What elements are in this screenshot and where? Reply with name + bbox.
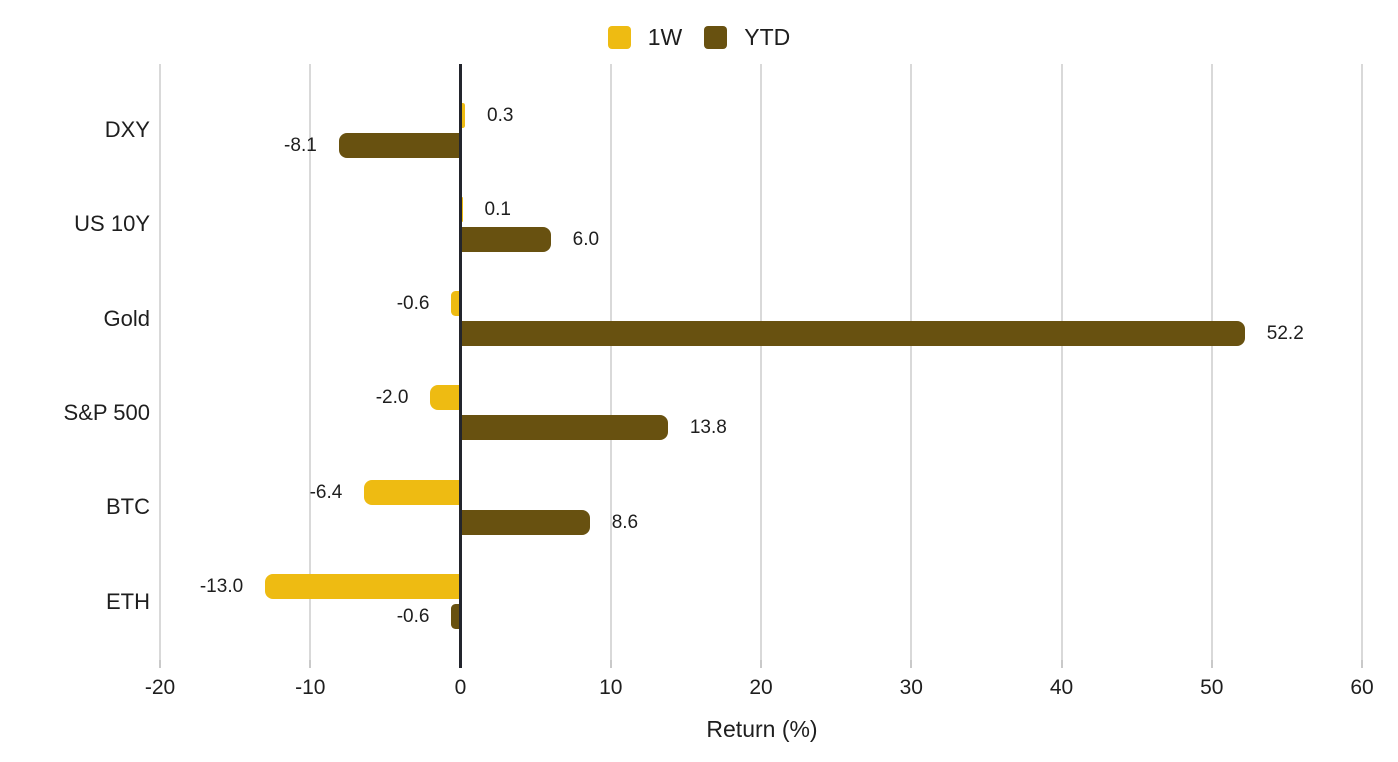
category-label-dxy: DXY bbox=[104, 117, 150, 142]
x-tick-label: 40 bbox=[1049, 676, 1074, 699]
bar-ytd-dxy bbox=[338, 132, 461, 158]
legend-item-ytd: YTD bbox=[704, 24, 790, 51]
x-tick-label: -10 bbox=[295, 676, 326, 699]
value-label-1w-us-10y: 0.1 bbox=[484, 198, 511, 220]
x-tick-mark bbox=[1361, 660, 1363, 668]
category-label-s-p-500: S&P 500 bbox=[63, 399, 150, 425]
bar-1w-gold bbox=[451, 291, 461, 317]
value-label-ytd-btc: 8.6 bbox=[611, 511, 639, 533]
value-label-1w-dxy: 0.3 bbox=[487, 104, 514, 126]
bar-1w-eth bbox=[265, 574, 461, 599]
x-tick-label: -20 bbox=[144, 676, 176, 699]
legend-item-1w: 1W bbox=[607, 24, 683, 51]
bar-ytd-btc bbox=[460, 509, 590, 535]
gridline-40 bbox=[1060, 64, 1063, 660]
bar-1w-s-p-500 bbox=[430, 385, 461, 411]
bar-ytd-s-p-500 bbox=[460, 415, 668, 441]
gridline-60 bbox=[1361, 64, 1363, 660]
x-tick-mark bbox=[1210, 660, 1213, 668]
x-tick-mark bbox=[309, 660, 312, 668]
gridline-50 bbox=[1210, 64, 1213, 660]
legend-swatch-1w-icon bbox=[607, 26, 631, 49]
bar-ytd-gold bbox=[460, 321, 1245, 347]
value-label-1w-eth: -13.0 bbox=[199, 576, 244, 597]
bar-ytd-us-10y bbox=[460, 226, 551, 252]
value-label-1w-gold: -0.6 bbox=[396, 293, 430, 315]
x-tick-mark bbox=[760, 660, 762, 668]
value-label-1w-s-p-500: -2.0 bbox=[375, 387, 409, 409]
category-label-eth: ETH bbox=[106, 588, 150, 614]
legend-label-ytd: YTD bbox=[744, 24, 791, 50]
bar-ytd-eth bbox=[451, 604, 461, 629]
category-label-gold: Gold bbox=[103, 305, 150, 331]
x-tick-label: 0 bbox=[454, 676, 467, 699]
gridline--10 bbox=[309, 64, 312, 660]
x-tick-mark bbox=[159, 660, 161, 668]
x-tick-label: 10 bbox=[599, 676, 623, 699]
x-tick-label: 50 bbox=[1200, 676, 1224, 699]
value-label-ytd-eth: -0.6 bbox=[396, 606, 430, 627]
x-tick-mark bbox=[910, 660, 913, 668]
gridline-20 bbox=[760, 64, 762, 660]
gridline--20 bbox=[159, 64, 161, 660]
value-label-ytd-dxy: -8.1 bbox=[284, 134, 317, 156]
zero-axis-line bbox=[459, 64, 462, 668]
x-tick-label: 30 bbox=[899, 676, 923, 699]
legend: 1W YTD bbox=[0, 24, 1398, 51]
legend-label-1w: 1W bbox=[647, 24, 683, 50]
x-axis-title: Return (%) bbox=[706, 716, 818, 742]
x-tick-label: 60 bbox=[1350, 676, 1374, 699]
value-label-ytd-s-p-500: 13.8 bbox=[689, 417, 727, 439]
gridline-30 bbox=[910, 64, 913, 660]
bar-1w-btc bbox=[364, 479, 461, 505]
x-tick-mark bbox=[1060, 660, 1063, 668]
x-tick-mark bbox=[609, 660, 612, 668]
category-label-us-10y: US 10Y bbox=[74, 211, 150, 237]
value-label-1w-btc: -6.4 bbox=[309, 481, 343, 503]
gridline-10 bbox=[609, 64, 612, 660]
value-label-ytd-gold: 52.2 bbox=[1266, 323, 1304, 345]
x-tick-label: 20 bbox=[749, 676, 773, 699]
category-label-btc: BTC bbox=[106, 494, 150, 520]
value-label-ytd-us-10y: 6.0 bbox=[572, 228, 600, 250]
bar-1w-dxy bbox=[460, 102, 465, 128]
legend-swatch-ytd-icon bbox=[704, 26, 728, 49]
